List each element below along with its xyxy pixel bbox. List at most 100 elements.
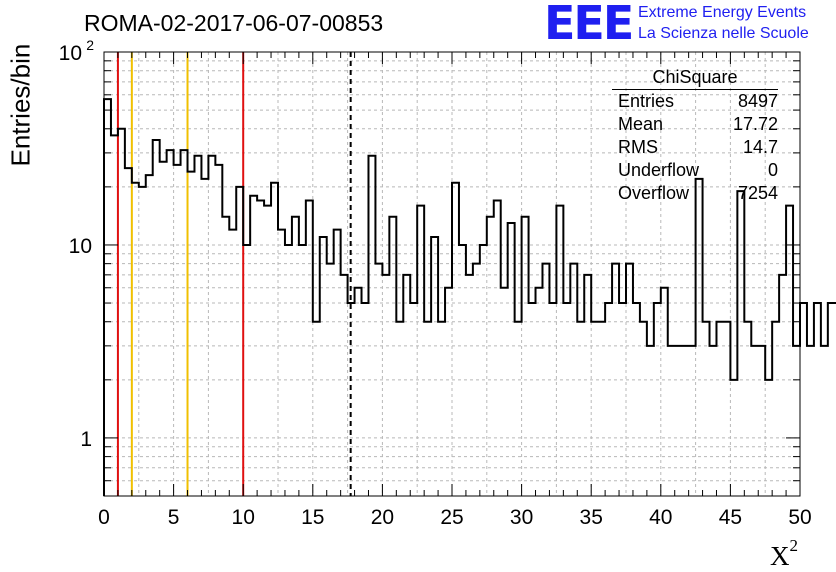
x-tick-label: 40 (649, 506, 672, 529)
stats-label: Entries (618, 91, 675, 111)
histogram-bin (744, 322, 751, 496)
histogram-bin (375, 264, 382, 496)
histogram-bin (772, 322, 779, 496)
histogram-bin (306, 200, 313, 496)
stats-value: 17.72 (732, 114, 778, 134)
histogram-bin (612, 264, 619, 496)
histogram-bin (181, 150, 188, 496)
stats-row: Underflow 0 (612, 159, 778, 182)
histogram-bin (167, 150, 174, 496)
stats-row: Entries 8497 (612, 90, 778, 113)
histogram-bin (786, 206, 793, 496)
histogram-bin (285, 245, 292, 496)
histogram-bin (229, 230, 236, 496)
histogram-bin (668, 346, 675, 496)
stats-title: ChiSquare (612, 66, 778, 90)
x-tick-label: 25 (440, 506, 463, 529)
histogram-bin (828, 303, 835, 496)
stats-label: Mean (618, 114, 664, 134)
histogram-bin (661, 288, 668, 496)
histogram-bin (563, 303, 570, 496)
histogram-bin (765, 380, 772, 496)
histogram-bin (577, 322, 584, 496)
histogram-bin (821, 346, 828, 496)
histogram-bin (403, 275, 410, 496)
histogram-bin (758, 346, 765, 496)
stats-box: ChiSquare Entries 8497 Mean 17.72 RMS 14.7 Und… (612, 66, 778, 205)
stats-label: Underflow (618, 160, 700, 180)
histogram-bin (292, 217, 299, 496)
histogram-bin (696, 179, 703, 496)
chart-title: ROMA-02-2017-06-07-00853 (84, 10, 384, 36)
histogram-bin (549, 303, 556, 496)
histogram-bin (494, 200, 501, 496)
stats-value: 7254 (737, 183, 778, 203)
histogram-bin (348, 303, 355, 496)
histogram-bin (215, 165, 222, 496)
histogram-bin (529, 303, 536, 496)
histogram-bin (647, 346, 654, 496)
stats-value: 0 (767, 160, 778, 180)
histogram-bin (703, 322, 710, 496)
histogram-bin (355, 288, 362, 496)
x-tick-label: 35 (580, 506, 603, 529)
histogram-bin (675, 346, 682, 496)
histogram-bin (132, 183, 139, 496)
histogram-bin (542, 264, 549, 496)
logo-subtitle-line2: La Scienza nelle Scuole (638, 25, 809, 42)
histogram-bin (633, 303, 640, 496)
x-tick-label: 5 (168, 506, 180, 529)
histogram-bin (487, 217, 494, 496)
histogram-bin (598, 322, 605, 496)
histogram-bin (654, 303, 661, 496)
histogram-bin (222, 217, 229, 496)
histogram-bin (299, 245, 306, 496)
x-axis-label: X2 (770, 536, 798, 572)
histogram-bin (723, 322, 730, 496)
x-axis-label-sup: 2 (789, 536, 799, 555)
histogram-bin (139, 187, 146, 496)
histogram-bin (459, 245, 466, 496)
histogram-bin (236, 187, 243, 496)
histogram-bin (160, 162, 167, 496)
histogram-bin (320, 237, 327, 496)
stats-value: 14.7 (742, 137, 778, 157)
histogram-bin (591, 322, 598, 496)
histogram-bin (313, 322, 320, 496)
histogram-bin (362, 303, 369, 496)
x-tick-label: 0 (98, 506, 110, 529)
histogram-bin (452, 183, 459, 496)
histogram-bin (250, 196, 257, 496)
histogram-bin (153, 140, 160, 496)
histogram-bin (243, 245, 250, 496)
x-axis-label-base: X (770, 541, 790, 571)
histogram-bin (793, 346, 800, 496)
stats-row: Overflow 7254 (612, 182, 778, 205)
histogram-bin (480, 245, 487, 496)
histogram-bin (522, 217, 529, 496)
stats-rows: Entries 8497 Mean 17.72 RMS 14.7 Underflow 0 Ove… (612, 90, 778, 205)
histogram-bin (257, 200, 264, 496)
histogram-bin (640, 322, 647, 496)
histogram-bin (751, 346, 758, 496)
histogram-bin (682, 346, 689, 496)
x-tick-label: 50 (788, 506, 811, 529)
histogram-bin (194, 156, 201, 496)
histogram-bin (424, 322, 431, 496)
histogram-bin (501, 288, 508, 496)
histogram-bin (264, 206, 271, 496)
histogram-bin (689, 346, 696, 496)
histogram-bin (716, 322, 723, 496)
histogram-bin (271, 183, 278, 496)
histogram-bin (438, 322, 445, 496)
histogram-bin (515, 322, 522, 496)
histogram-bin (536, 288, 543, 496)
histogram-bin (619, 303, 626, 496)
histogram-bin (710, 346, 717, 496)
logo-subtitle-line1: Extreme Energy Events (638, 4, 807, 21)
y-tick-label: 10 (59, 42, 82, 65)
histogram-bin (410, 303, 417, 496)
histogram-bin (626, 264, 633, 496)
histogram-bin (382, 275, 389, 496)
